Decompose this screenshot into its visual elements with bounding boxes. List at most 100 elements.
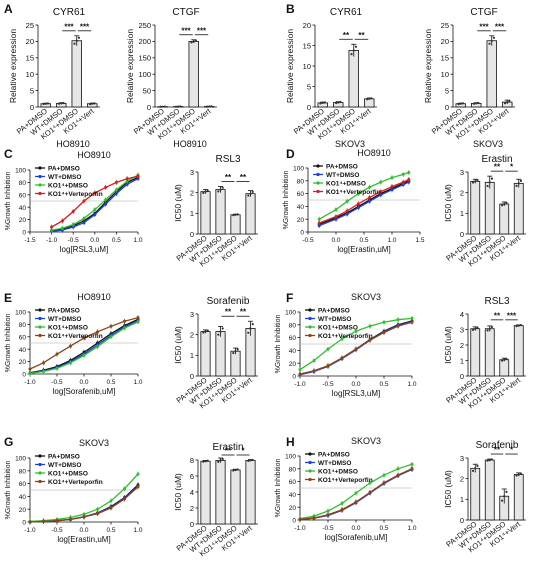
bar (513, 474, 524, 521)
y-tick-label: 100 (293, 166, 304, 173)
y-tick-label: 5 (445, 86, 449, 95)
data-point (337, 101, 340, 104)
data-point (217, 333, 220, 336)
data-point (326, 509, 330, 513)
data-point (77, 36, 81, 39)
data-point (234, 468, 237, 472)
data-point (396, 467, 400, 471)
legend-entry: PA+DMSO (48, 454, 80, 461)
data-point (354, 500, 358, 504)
data-point (488, 458, 491, 462)
y-tick-label: 0 (22, 230, 26, 237)
y-tick-label: 100 (138, 70, 151, 79)
data-point (519, 179, 523, 182)
data-point (368, 324, 372, 328)
y-tick-label: 0 (22, 520, 26, 527)
legend-marker (308, 308, 312, 312)
data-point (471, 469, 475, 472)
y-axis-label: Relative expression (125, 29, 135, 103)
data-point (217, 190, 220, 193)
data-point (476, 464, 479, 467)
data-point (46, 102, 50, 105)
data-point (350, 53, 353, 56)
legend-entry: PA+DMSO (48, 166, 80, 173)
y-tick-label: 0 (460, 372, 464, 381)
y-axis-label: Relative expression (423, 29, 433, 103)
data-point (177, 105, 180, 108)
y-tick-label: 40 (297, 204, 305, 211)
x-tick-label: -0.5 (322, 525, 334, 532)
x-tick-label: 1.0 (407, 525, 416, 532)
data-point (410, 467, 414, 471)
y-tick-label: 60 (19, 334, 27, 341)
y-tick-label: 100 (15, 456, 26, 463)
y-tick-label: 3 (460, 168, 464, 177)
y-tick-label: 20 (289, 361, 297, 368)
y-tick-label: 20 (26, 37, 34, 46)
y-tick-label: 3 (460, 454, 464, 463)
data-point (326, 513, 330, 517)
data-point (50, 228, 54, 232)
y-tick-label: 60 (19, 192, 27, 199)
panel-label: C (4, 147, 13, 161)
data-point (232, 351, 235, 355)
data-point (407, 170, 411, 174)
legend-entry: WT+DMSO (48, 316, 81, 323)
data-point (503, 358, 506, 361)
data-point (221, 457, 224, 461)
legend-marker (38, 325, 42, 329)
x-axis-label: log[Erastin,uM] (57, 535, 110, 544)
data-point (515, 324, 518, 328)
data-point (508, 99, 511, 102)
data-point (379, 193, 383, 197)
data-point (490, 39, 493, 42)
significance-stars: * (510, 163, 514, 172)
data-point (476, 326, 479, 329)
x-tick-label: 1.0 (407, 381, 416, 388)
legend-entry: WT+DMSO (318, 316, 351, 323)
data-point (500, 499, 504, 502)
legend-marker (38, 183, 42, 187)
data-point (517, 182, 520, 185)
y-tick-label: 60 (289, 335, 297, 342)
x-tick-label: -1.0 (46, 237, 58, 244)
data-point (55, 519, 59, 523)
x-tick-label: -1.0 (294, 525, 306, 532)
data-point (503, 102, 507, 105)
data-point (232, 469, 235, 472)
significance-stars: *** (479, 22, 489, 31)
data-point (194, 39, 198, 42)
data-point (125, 182, 129, 186)
data-point (123, 497, 126, 501)
data-point (517, 324, 520, 327)
data-point (109, 335, 113, 339)
chart-title: SKOV3 (351, 436, 381, 446)
x-tick-label: 0.0 (351, 381, 360, 388)
data-point (321, 101, 324, 104)
x-tick-label: -1.0 (24, 527, 36, 534)
bar (499, 203, 510, 235)
x-tick-label: 0.5 (112, 237, 121, 244)
y-tick-label: 60 (297, 191, 305, 198)
y-tick-label: 0 (307, 103, 311, 112)
y-tick-label: 20 (19, 507, 27, 514)
data-point (503, 495, 506, 498)
x-tick-label: 0.0 (351, 525, 360, 532)
panel-label: F (286, 291, 293, 305)
data-point (457, 103, 460, 106)
x-tick-label: -0.5 (51, 379, 63, 386)
y-tick-label: 10 (441, 70, 449, 79)
data-point (123, 326, 126, 330)
data-point (208, 105, 211, 108)
data-point (75, 39, 78, 42)
y-axis-label: %Growth Inhibition (275, 315, 282, 374)
x-axis-label: log[Sorafenib,uM] (325, 533, 388, 542)
data-point (340, 501, 344, 505)
bar (71, 40, 82, 108)
data-point (407, 180, 411, 184)
data-point (505, 490, 508, 493)
dose-response-chart-H: 0 20 40 60 80 100 -1.0 -0.5 0.0 0.5 1.0 log[Sorafen… (275, 436, 417, 542)
significance-stars: * (510, 446, 514, 455)
